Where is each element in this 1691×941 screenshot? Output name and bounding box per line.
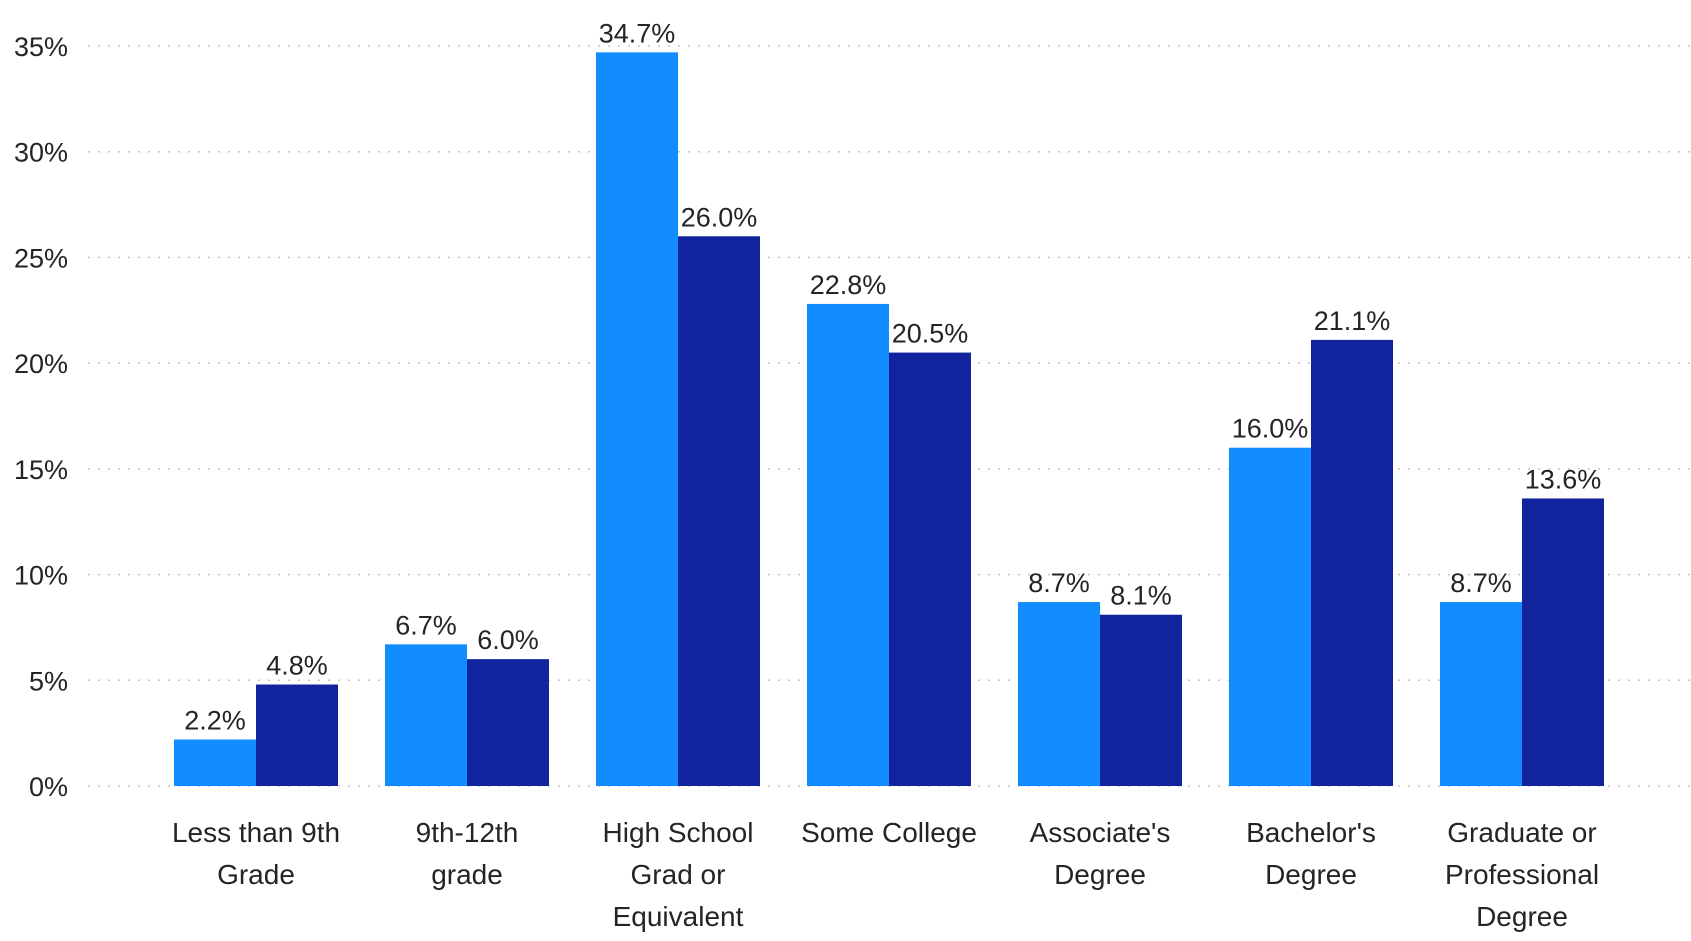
x-tick-label: 9th-12th bbox=[416, 817, 519, 848]
x-tick-label: Graduate or bbox=[1447, 817, 1596, 848]
y-tick-label: 15% bbox=[14, 455, 68, 485]
data-label: 8.7% bbox=[1450, 568, 1512, 598]
x-tick-label: Professional bbox=[1445, 859, 1599, 890]
x-tick-label: Grade bbox=[217, 859, 295, 890]
x-tick-label: Degree bbox=[1265, 859, 1357, 890]
data-label: 6.7% bbox=[395, 610, 457, 640]
x-tick-label: Degree bbox=[1476, 901, 1568, 932]
bar bbox=[1440, 602, 1522, 786]
bar bbox=[1311, 339, 1393, 786]
bar bbox=[889, 352, 971, 786]
data-label: 13.6% bbox=[1525, 464, 1602, 494]
x-tick-label: Some College bbox=[801, 817, 977, 848]
data-label: 8.1% bbox=[1110, 581, 1172, 611]
bar bbox=[467, 659, 549, 786]
bars bbox=[174, 52, 1604, 787]
y-tick-label: 35% bbox=[14, 32, 68, 62]
y-tick-label: 25% bbox=[14, 243, 68, 273]
data-label: 4.8% bbox=[266, 651, 328, 681]
x-axis: Less than 9th Grade 9th-12th grade High Scho… bbox=[172, 817, 1599, 932]
bar bbox=[1522, 498, 1604, 786]
data-label: 26.0% bbox=[681, 202, 758, 232]
x-tick-label: Equivalent bbox=[613, 901, 744, 932]
bar bbox=[174, 739, 256, 786]
y-tick-label: 0% bbox=[29, 772, 68, 802]
x-tick-label: Less than 9th bbox=[172, 817, 340, 848]
bar bbox=[1018, 602, 1100, 786]
data-labels: 2.2% 4.8% 6.7% 6.0% 34.7% 26.0% 22.8%20.5% 8.7%… bbox=[184, 18, 1601, 735]
y-tick-label: 30% bbox=[14, 138, 68, 168]
x-tick-label: Grad or bbox=[631, 859, 726, 890]
x-tick-label: High School bbox=[603, 817, 754, 848]
x-tick-label: Bachelor's bbox=[1246, 817, 1376, 848]
bar bbox=[256, 684, 338, 786]
data-label: 2.2% bbox=[184, 705, 246, 735]
y-tick-label: 5% bbox=[29, 666, 68, 696]
data-label: 20.5% bbox=[892, 319, 969, 349]
bar bbox=[1100, 614, 1182, 786]
bar bbox=[596, 52, 678, 787]
bar bbox=[807, 303, 889, 786]
y-axis: 0% 5% 10% 15% 20% 25% 30% 35% bbox=[14, 32, 68, 802]
bar bbox=[1229, 447, 1311, 786]
y-tick-label: 10% bbox=[14, 561, 68, 591]
data-label: 6.0% bbox=[477, 625, 539, 655]
y-tick-label: 20% bbox=[14, 349, 68, 379]
bar bbox=[385, 644, 467, 786]
x-tick-label: Associate's bbox=[1030, 817, 1171, 848]
data-label: 34.7% bbox=[599, 18, 676, 48]
x-tick-label: grade bbox=[431, 859, 503, 890]
data-label: 16.0% bbox=[1232, 414, 1309, 444]
bar bbox=[678, 236, 760, 787]
x-tick-label: Degree bbox=[1054, 859, 1146, 890]
data-label: 21.1% bbox=[1314, 306, 1391, 336]
data-label: 22.8% bbox=[810, 270, 887, 300]
data-label: 8.7% bbox=[1028, 568, 1090, 598]
